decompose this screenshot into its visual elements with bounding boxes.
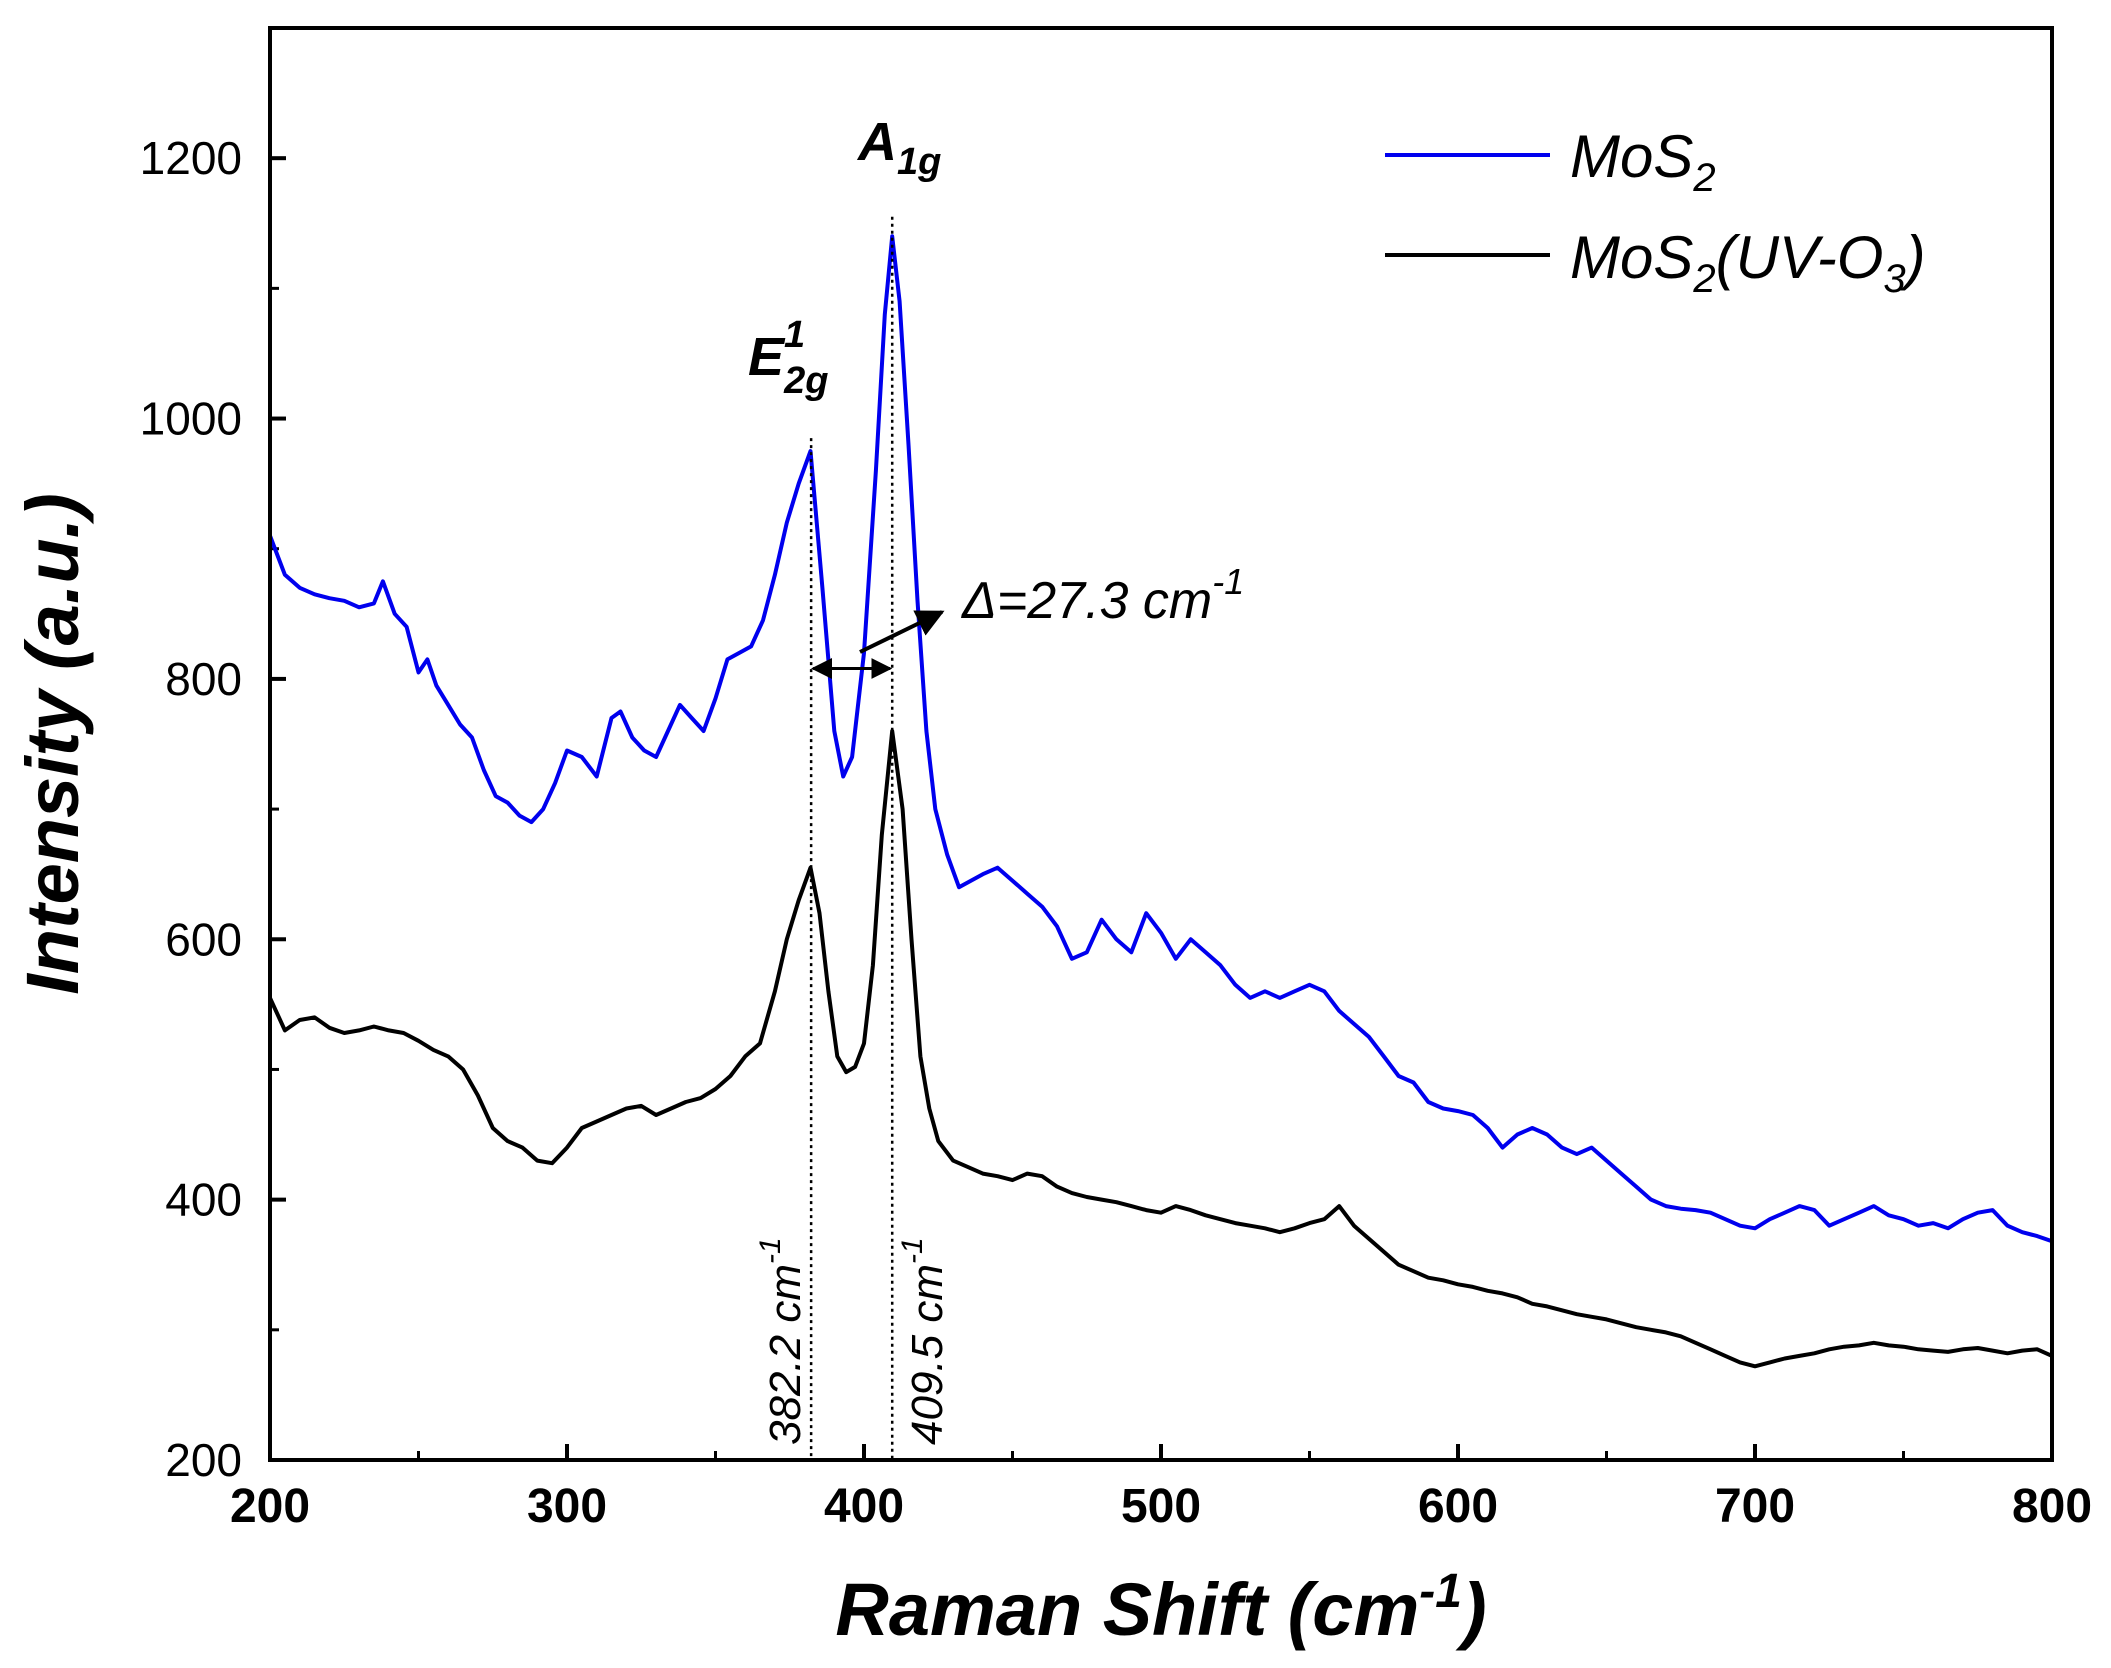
x-tick-label: 800 — [2012, 1480, 2092, 1533]
legend-label-mos2: MoS2 — [1570, 123, 1716, 200]
x-axis-title: Raman Shift (cm-1) — [835, 1565, 1486, 1651]
y-tick-label: 800 — [165, 653, 242, 705]
delta-pointer-arrow — [859, 610, 945, 654]
y-tick-label: 400 — [165, 1174, 242, 1226]
x-tick-label: 500 — [1121, 1480, 1201, 1533]
y-tick-label: 1200 — [140, 132, 242, 184]
x-tick-label: 600 — [1418, 1480, 1498, 1533]
x-tick-label: 700 — [1715, 1480, 1795, 1533]
x-tick-label: 400 — [824, 1480, 904, 1533]
legend-label-mos2-uvo3: MoS2(UV-O3) — [1570, 224, 1926, 301]
y-tick-label: 200 — [165, 1434, 242, 1486]
series-line-mos2 — [270, 234, 2052, 1244]
vline-label-382: 382.2 cm-1 — [754, 1237, 810, 1445]
legend: MoS2 MoS2(UV-O3) — [1385, 123, 1926, 301]
y-axis-title: Intensity (a.u.) — [11, 493, 94, 995]
y-tick-label: 1000 — [140, 393, 242, 445]
series-line-mos2-uvo3 — [270, 729, 2052, 1369]
x-tick-label: 200 — [230, 1480, 310, 1533]
peak-label-a1g: A1g — [856, 112, 941, 183]
delta-label: Δ=27.3 cm-1 — [960, 561, 1244, 630]
y-axis-ticks: 200 400 600 800 1000 1200 — [140, 26, 286, 1486]
peak-label-e2g: E1 2g — [748, 314, 829, 402]
x-tick-label: 300 — [527, 1480, 607, 1533]
plot-frame — [268, 26, 2054, 1462]
x-axis-ticks: 200 300 400 500 600 700 800 — [230, 1444, 2092, 1533]
vline-label-409: 409.5 cm-1 — [896, 1237, 952, 1445]
y-tick-label: 600 — [165, 913, 242, 965]
